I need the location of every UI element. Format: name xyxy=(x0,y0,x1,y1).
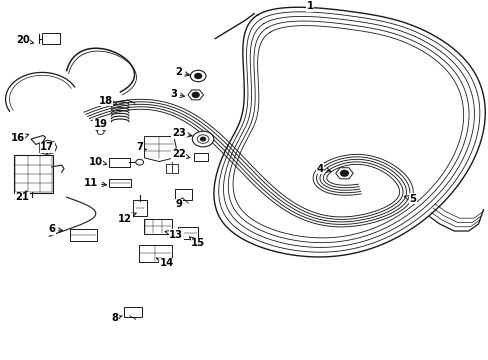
Polygon shape xyxy=(335,168,352,179)
Circle shape xyxy=(97,130,104,134)
Polygon shape xyxy=(31,135,45,144)
Text: 6: 6 xyxy=(48,224,62,234)
Circle shape xyxy=(192,131,213,147)
Text: 4: 4 xyxy=(316,164,330,174)
FancyBboxPatch shape xyxy=(193,153,207,161)
Text: 7: 7 xyxy=(136,142,146,152)
Polygon shape xyxy=(187,90,203,100)
Text: 3: 3 xyxy=(170,89,184,99)
Circle shape xyxy=(200,137,205,141)
Text: 14: 14 xyxy=(156,258,173,268)
Circle shape xyxy=(194,73,201,78)
FancyBboxPatch shape xyxy=(139,244,172,262)
Text: 5: 5 xyxy=(404,194,415,204)
FancyBboxPatch shape xyxy=(133,200,147,216)
Text: 12: 12 xyxy=(118,213,136,224)
Text: 20: 20 xyxy=(16,35,34,45)
Text: 9: 9 xyxy=(175,198,183,209)
Circle shape xyxy=(190,70,205,82)
FancyBboxPatch shape xyxy=(177,227,198,239)
FancyBboxPatch shape xyxy=(175,189,191,200)
Circle shape xyxy=(192,93,199,97)
Text: 15: 15 xyxy=(189,237,205,248)
Text: 23: 23 xyxy=(171,128,192,138)
Circle shape xyxy=(95,123,106,132)
Text: 21: 21 xyxy=(16,191,30,202)
FancyBboxPatch shape xyxy=(143,219,172,234)
Text: 1: 1 xyxy=(306,1,313,12)
Text: 13: 13 xyxy=(165,230,183,239)
Circle shape xyxy=(136,159,143,165)
Text: 17: 17 xyxy=(40,142,54,153)
Text: 16: 16 xyxy=(11,133,29,143)
Text: 10: 10 xyxy=(89,157,106,167)
Circle shape xyxy=(340,170,347,176)
FancyBboxPatch shape xyxy=(70,229,97,240)
Text: 18: 18 xyxy=(98,96,117,106)
Polygon shape xyxy=(40,140,57,154)
FancyBboxPatch shape xyxy=(42,33,60,44)
Text: 8: 8 xyxy=(112,313,122,323)
Polygon shape xyxy=(144,136,176,162)
Text: 2: 2 xyxy=(175,67,189,77)
FancyBboxPatch shape xyxy=(109,158,130,167)
FancyBboxPatch shape xyxy=(165,165,178,173)
FancyBboxPatch shape xyxy=(14,155,53,193)
Circle shape xyxy=(197,135,208,143)
Text: 22: 22 xyxy=(171,149,189,159)
FancyBboxPatch shape xyxy=(109,179,131,187)
FancyBboxPatch shape xyxy=(124,307,142,316)
Text: 11: 11 xyxy=(83,178,106,188)
Text: 19: 19 xyxy=(94,119,107,129)
